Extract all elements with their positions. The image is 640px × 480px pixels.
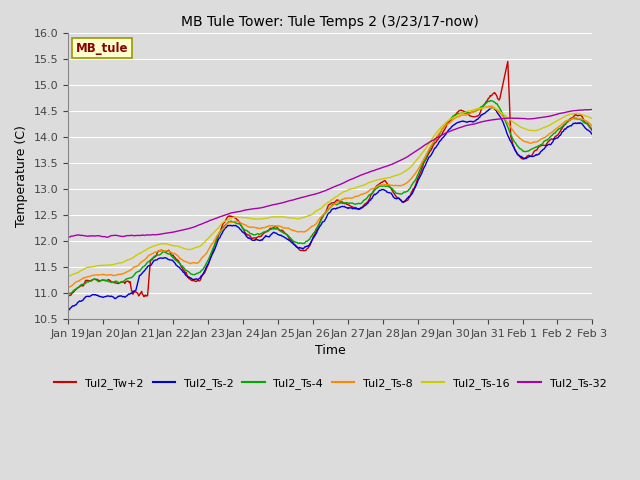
Title: MB Tule Tower: Tule Temps 2 (3/23/17-now): MB Tule Tower: Tule Temps 2 (3/23/17-now… xyxy=(181,15,479,29)
Y-axis label: Temperature (C): Temperature (C) xyxy=(15,125,28,227)
X-axis label: Time: Time xyxy=(315,344,346,357)
Text: MB_tule: MB_tule xyxy=(76,42,129,55)
Legend: Tul2_Tw+2, Tul2_Ts-2, Tul2_Ts-4, Tul2_Ts-8, Tul2_Ts-16, Tul2_Ts-32: Tul2_Tw+2, Tul2_Ts-2, Tul2_Ts-4, Tul2_Ts… xyxy=(50,374,611,394)
